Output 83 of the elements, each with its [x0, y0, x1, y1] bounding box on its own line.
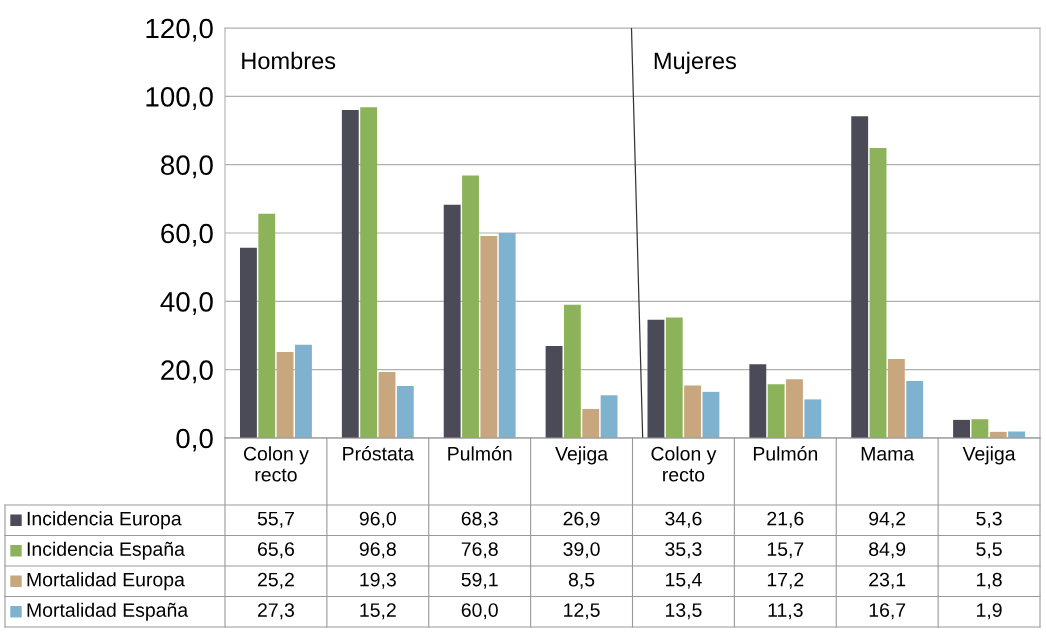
data-label: 39,0: [563, 542, 600, 559]
data-label: 35,3: [665, 542, 702, 559]
data-label: 26,9: [563, 511, 600, 528]
x-tick-label: Pulmón: [448, 446, 512, 461]
data-label: 96,0: [359, 511, 396, 528]
y-tick-label: 60,0: [161, 223, 213, 247]
bar: [545, 346, 563, 438]
data-label: 11,3: [768, 603, 803, 620]
bar: [258, 213, 276, 438]
data-label: 8,5: [568, 572, 595, 589]
data-label: 25,2: [258, 572, 294, 589]
data-label: 13,5: [666, 603, 702, 620]
bar: [953, 419, 970, 438]
bar: [887, 359, 905, 438]
data-label: 17,2: [767, 572, 804, 589]
x-tick-label: Pulmón: [753, 446, 818, 461]
bar: [804, 399, 822, 438]
data-label: 96,8: [359, 542, 396, 559]
y-tick-label: 0,0: [176, 428, 213, 452]
x-tick-label: Colon y recto: [651, 446, 717, 482]
bar: [443, 204, 461, 438]
y-tick-label: 80,0: [161, 155, 213, 179]
annotation: Mujeres: [654, 51, 736, 74]
data-label: 34,6: [665, 511, 702, 528]
bar: [498, 233, 516, 438]
bar: [971, 419, 989, 438]
bar: [462, 175, 479, 438]
data-label: 19,3: [360, 572, 396, 589]
data-label: 5,3: [976, 511, 1002, 528]
data-label: 1,8: [977, 572, 1002, 589]
bar: [341, 110, 359, 438]
legend-label: Incidencia España: [27, 541, 185, 560]
bar: [665, 317, 683, 438]
bar: [600, 395, 618, 438]
bar: [749, 364, 767, 438]
bar: [240, 247, 257, 438]
data-label: 1,9: [977, 603, 1002, 620]
data-label: 60,0: [461, 603, 498, 620]
bar: [647, 319, 665, 438]
y-tick-label: 120,0: [146, 18, 213, 42]
data-label: 94,2: [869, 511, 906, 528]
x-tick-label: Próstata: [343, 446, 415, 461]
legend-label: Mortalidad Europa: [27, 572, 185, 591]
x-tick-label: Vejiga: [962, 446, 1016, 465]
data-label: 12,5: [564, 603, 600, 620]
bar: [582, 408, 600, 438]
bar: [360, 107, 378, 438]
bar: [480, 236, 498, 438]
data-label: 16,7: [869, 603, 906, 620]
bar: [276, 351, 294, 438]
bar: [851, 116, 869, 438]
data-label: 23,1: [869, 572, 906, 589]
x-tick-label: Colon y recto: [243, 446, 309, 482]
data-label: 65,6: [258, 542, 295, 559]
bar: [767, 384, 785, 438]
data-label: 68,3: [461, 511, 498, 528]
bar: [396, 386, 414, 438]
bar: [869, 147, 887, 438]
data-label: 15,2: [360, 603, 396, 620]
data-label: 76,8: [461, 542, 498, 559]
y-tick-label: 20,0: [161, 360, 213, 384]
data-label: 55,7: [257, 511, 294, 528]
data-label: 84,9: [869, 542, 906, 559]
data-label: 15,4: [666, 572, 702, 589]
legend-label: Incidencia Europa: [27, 511, 182, 530]
bar: [378, 372, 396, 438]
data-label: 15,7: [767, 542, 804, 559]
bar: [786, 379, 803, 438]
y-tick-label: 40,0: [160, 292, 213, 315]
x-tick-label: Vejiga: [555, 446, 609, 465]
bar: [684, 385, 702, 438]
data-label: 5,5: [976, 542, 1002, 559]
annotation: Hombres: [242, 51, 336, 70]
bar: [906, 380, 924, 438]
bar: [563, 304, 581, 438]
bar: [702, 391, 720, 438]
bar: [295, 344, 312, 438]
legend-label: Mortalidad España: [27, 602, 189, 621]
x-tick-label: Mama: [861, 447, 915, 461]
y-tick-label: 100,0: [146, 87, 213, 110]
data-label: 27,3: [258, 603, 295, 620]
data-label: 21,6: [767, 511, 804, 528]
data-label: 59,1: [461, 572, 498, 589]
